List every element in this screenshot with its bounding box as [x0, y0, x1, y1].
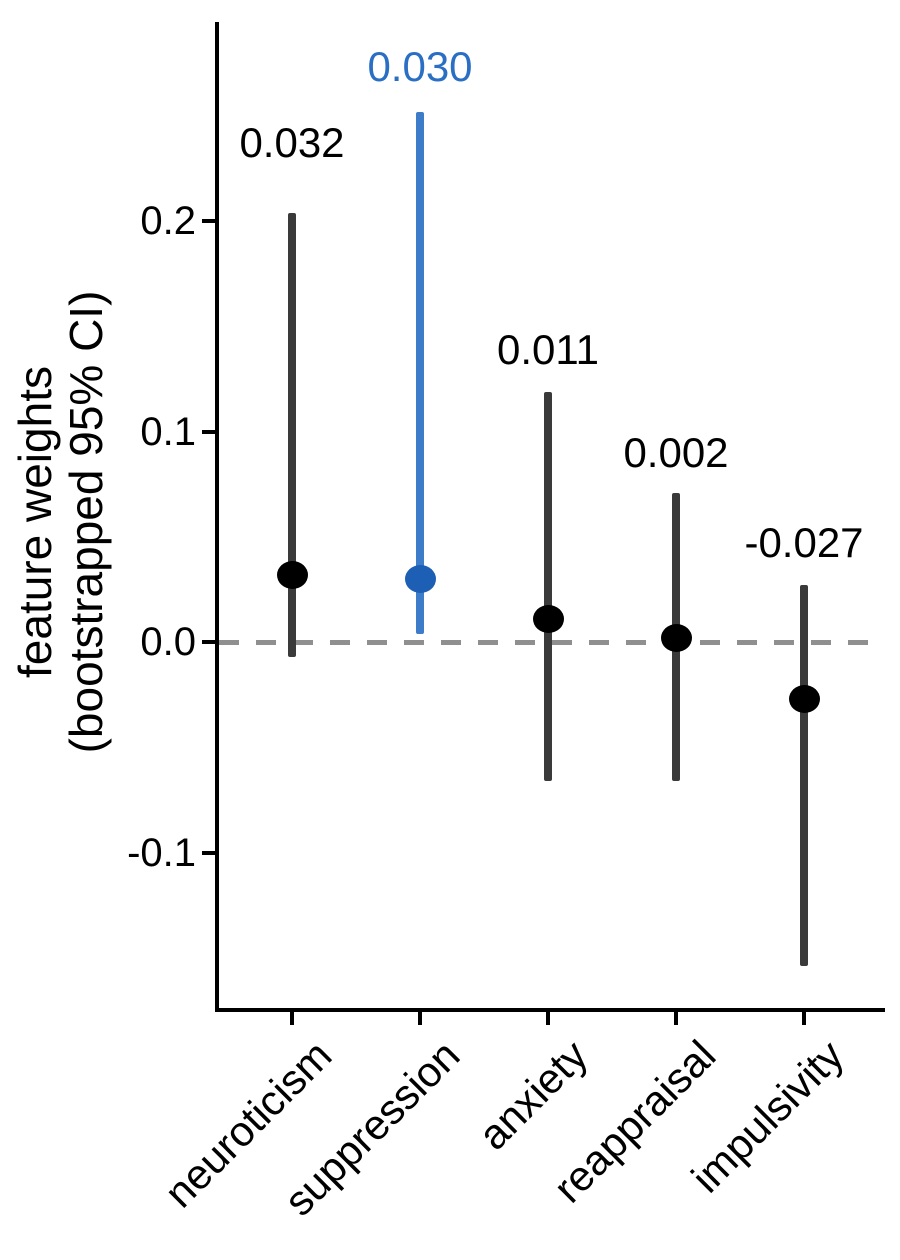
- ci-bar-impulsivity: [800, 585, 808, 967]
- point-suppression: [404, 564, 436, 593]
- ci-bar-anxiety: [544, 391, 552, 781]
- value-label-impulsivity: -0.027: [744, 519, 864, 567]
- x-tick-mark-reappraisal: [674, 1012, 678, 1025]
- value-label-suppression: 0.030: [367, 42, 473, 90]
- y-axis-spine: [215, 22, 219, 1012]
- x-axis-spine: [215, 1008, 885, 1012]
- point-anxiety: [532, 604, 564, 633]
- value-label-reappraisal: 0.002: [623, 428, 729, 476]
- y-tick-mark: [202, 429, 217, 434]
- value-label-neuroticism: 0.032: [239, 118, 345, 166]
- y-tick-label: -0.1: [127, 830, 196, 875]
- ci-bar-neuroticism: [288, 212, 296, 657]
- y-tick-mark: [202, 219, 217, 223]
- value-label-anxiety: 0.011: [497, 325, 599, 373]
- y-tick-label: 0.1: [140, 409, 196, 454]
- y-tick-label: 0.2: [140, 199, 196, 243]
- y-tick-mark: [202, 640, 217, 644]
- zero-reference-line: [219, 639, 885, 645]
- point-neuroticism: [276, 560, 308, 589]
- point-impulsivity: [788, 684, 820, 713]
- x-tick-mark-neuroticism: [290, 1012, 294, 1025]
- point-reappraisal: [660, 623, 692, 652]
- y-axis-title-line1: feature weights: [9, 366, 61, 678]
- x-tick-mark-anxiety: [546, 1012, 550, 1025]
- x-tick-mark-impulsivity: [802, 1012, 806, 1025]
- y-tick-label: 0.0: [140, 620, 196, 664]
- ci-bar-suppression: [416, 111, 424, 634]
- x-tick-mark-suppression: [418, 1012, 422, 1025]
- y-tick-mark: [202, 850, 217, 855]
